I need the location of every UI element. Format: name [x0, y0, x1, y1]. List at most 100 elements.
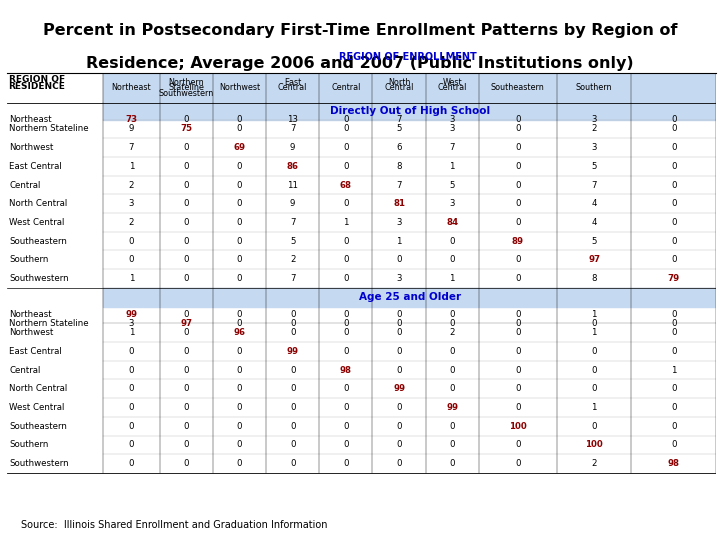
- Text: 0: 0: [343, 255, 348, 264]
- Text: 0: 0: [671, 403, 677, 412]
- Text: 0: 0: [184, 162, 189, 171]
- Text: 0: 0: [237, 384, 242, 393]
- Text: 0: 0: [515, 384, 521, 393]
- Text: 0: 0: [129, 441, 134, 449]
- Text: 0: 0: [290, 310, 295, 320]
- Text: 7: 7: [396, 115, 402, 124]
- Text: 0: 0: [671, 384, 677, 393]
- Text: 0: 0: [515, 328, 521, 337]
- Text: East Central: East Central: [9, 347, 62, 356]
- Text: Northwest: Northwest: [219, 83, 260, 92]
- Text: Southeastern: Southeastern: [9, 422, 67, 431]
- Text: 0: 0: [449, 366, 455, 375]
- Text: 0: 0: [591, 366, 597, 375]
- Text: 2: 2: [129, 218, 134, 227]
- Text: North Central: North Central: [9, 199, 68, 208]
- Text: 0: 0: [515, 218, 521, 227]
- Text: 0: 0: [184, 403, 189, 412]
- Text: 0: 0: [237, 319, 242, 328]
- Text: 99: 99: [125, 310, 138, 320]
- Text: 1: 1: [591, 310, 597, 320]
- Text: 0: 0: [671, 162, 677, 171]
- Text: 0: 0: [449, 319, 455, 328]
- Text: Southwestern: Southwestern: [158, 89, 214, 98]
- Text: 0: 0: [343, 403, 348, 412]
- Text: 7: 7: [449, 143, 455, 152]
- Text: North: North: [388, 78, 410, 87]
- Text: 0: 0: [237, 274, 242, 283]
- Text: 4: 4: [591, 199, 597, 208]
- Text: Northern Stateline: Northern Stateline: [9, 125, 89, 133]
- Text: 0: 0: [184, 115, 189, 124]
- Text: 0: 0: [591, 384, 597, 393]
- Text: 0: 0: [449, 310, 455, 320]
- Text: 0: 0: [671, 319, 677, 328]
- Text: 3: 3: [591, 143, 597, 152]
- Text: 0: 0: [396, 422, 402, 431]
- Text: 7: 7: [129, 143, 134, 152]
- Text: 0: 0: [290, 459, 295, 468]
- Text: REGION OF: REGION OF: [9, 75, 65, 84]
- Bar: [103, 103, 716, 120]
- Text: 98: 98: [668, 459, 680, 468]
- Text: 0: 0: [343, 274, 348, 283]
- Text: Northeast: Northeast: [9, 310, 52, 320]
- Text: 0: 0: [396, 403, 402, 412]
- Text: 0: 0: [237, 115, 242, 124]
- Text: 0: 0: [343, 125, 348, 133]
- Text: 0: 0: [515, 441, 521, 449]
- Text: 0: 0: [515, 115, 521, 124]
- Text: 2: 2: [449, 328, 455, 337]
- Text: 0: 0: [290, 319, 295, 328]
- Bar: [103, 73, 716, 103]
- Text: 0: 0: [591, 319, 597, 328]
- Text: 0: 0: [396, 347, 402, 356]
- Text: 0: 0: [396, 328, 402, 337]
- Text: 97: 97: [588, 255, 600, 264]
- Text: 0: 0: [184, 218, 189, 227]
- Text: 0: 0: [396, 310, 402, 320]
- Text: Southwestern: Southwestern: [9, 274, 69, 283]
- Text: 0: 0: [184, 459, 189, 468]
- Text: 75: 75: [180, 125, 192, 133]
- Text: 0: 0: [237, 199, 242, 208]
- Text: REGION OF ENROLLMENT: REGION OF ENROLLMENT: [339, 52, 477, 62]
- Text: 0: 0: [343, 328, 348, 337]
- Text: 0: 0: [237, 125, 242, 133]
- Text: 0: 0: [237, 218, 242, 227]
- Text: 3: 3: [449, 115, 455, 124]
- Text: 0: 0: [129, 366, 134, 375]
- Text: Central: Central: [9, 180, 41, 190]
- Text: 3: 3: [129, 199, 134, 208]
- Text: 1: 1: [129, 274, 134, 283]
- Text: 97: 97: [180, 319, 192, 328]
- Text: 68: 68: [340, 180, 352, 190]
- Text: 0: 0: [343, 143, 348, 152]
- Text: Central: Central: [438, 83, 467, 92]
- Text: 7: 7: [290, 218, 295, 227]
- Text: 0: 0: [396, 441, 402, 449]
- Text: 0: 0: [290, 441, 295, 449]
- Text: 7: 7: [290, 125, 295, 133]
- Text: West Central: West Central: [9, 218, 65, 227]
- Text: RESIDENCE: RESIDENCE: [9, 82, 66, 91]
- Text: 0: 0: [237, 255, 242, 264]
- Text: 69: 69: [233, 143, 246, 152]
- Text: 0: 0: [449, 237, 455, 246]
- Text: 81: 81: [393, 199, 405, 208]
- Text: 73: 73: [125, 115, 138, 124]
- Text: Northwest: Northwest: [9, 143, 54, 152]
- Text: 96: 96: [233, 328, 246, 337]
- Text: 0: 0: [671, 310, 677, 320]
- Text: 1: 1: [591, 328, 597, 337]
- Text: 0: 0: [671, 255, 677, 264]
- Text: 1: 1: [591, 403, 597, 412]
- Text: 0: 0: [449, 441, 455, 449]
- Text: 0: 0: [184, 422, 189, 431]
- Text: 0: 0: [671, 328, 677, 337]
- Text: 0: 0: [129, 459, 134, 468]
- Text: 9: 9: [129, 125, 134, 133]
- Text: 2: 2: [591, 459, 597, 468]
- Text: 7: 7: [591, 180, 597, 190]
- Text: 100: 100: [585, 441, 603, 449]
